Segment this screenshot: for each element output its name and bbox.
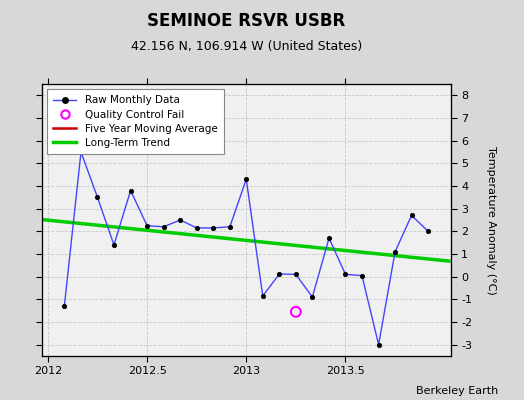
Text: Berkeley Earth: Berkeley Earth (416, 386, 498, 396)
Point (292, 309, 300, 315)
Y-axis label: Temperature Anomaly (°C): Temperature Anomaly (°C) (486, 146, 496, 294)
Legend: Raw Monthly Data, Quality Control Fail, Five Year Moving Average, Long-Term Tren: Raw Monthly Data, Quality Control Fail, … (47, 89, 224, 154)
Text: SEMINOE RSVR USBR: SEMINOE RSVR USBR (147, 12, 345, 30)
Text: 42.156 N, 106.914 W (United States): 42.156 N, 106.914 W (United States) (130, 40, 362, 53)
